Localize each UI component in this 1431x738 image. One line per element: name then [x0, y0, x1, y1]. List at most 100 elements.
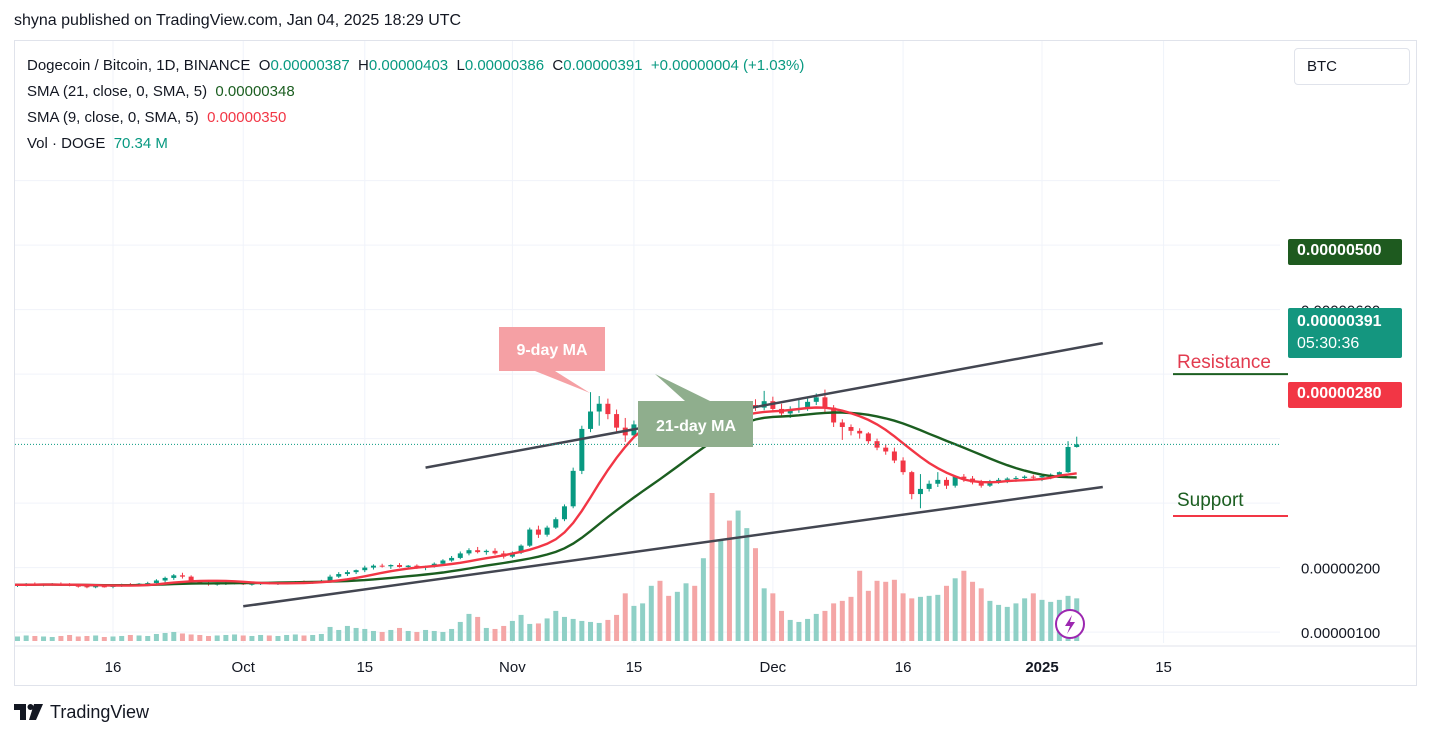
volume-bar: [657, 580, 663, 641]
volume-bar: [23, 635, 29, 641]
candle-body: [75, 585, 81, 587]
tradingview-logo-icon[interactable]: [14, 704, 44, 720]
volume-bar: [379, 631, 385, 641]
volume-bar: [110, 636, 116, 641]
candle-body: [961, 476, 967, 479]
candle-body: [1065, 446, 1071, 473]
y-tick-label: 0.00000100: [1301, 625, 1380, 642]
legend-sma21-label: SMA (21, close, 0, SMA, 5): [27, 83, 208, 100]
price-chart[interactable]: Resistance Support 9-day MA 21-day MA 0.000…: [15, 41, 1417, 686]
candle-body: [1030, 476, 1036, 478]
candle-body: [900, 460, 906, 473]
volume-bar: [839, 600, 845, 641]
volume-bar: [787, 619, 793, 641]
candle-body: [1022, 476, 1028, 478]
volume-bar: [961, 570, 967, 641]
candle-body: [926, 483, 932, 489]
volume-bar: [492, 628, 498, 641]
candle-body: [544, 527, 550, 535]
volume-bar: [596, 622, 602, 641]
legend-sma21[interactable]: SMA (21, close, 0, SMA, 5) 0.00000348: [27, 79, 804, 105]
volume-bar: [622, 593, 628, 641]
chart-frame[interactable]: Resistance Support 9-day MA 21-day MA 0.000…: [14, 40, 1417, 686]
volume-bar: [266, 635, 272, 641]
volume-bar: [857, 570, 863, 641]
volume-bar: [535, 623, 541, 641]
volume-bar: [970, 581, 976, 641]
legend-sma9[interactable]: SMA (9, close, 0, SMA, 5) 0.00000350: [27, 105, 804, 131]
footer-brand[interactable]: TradingView: [50, 701, 150, 722]
volume-bar: [553, 610, 559, 641]
legend-low: 0.00000386: [464, 57, 545, 74]
candle-body: [917, 488, 923, 495]
currency-button[interactable]: BTC: [1294, 48, 1410, 85]
ma21-callout-text: 21-day MA: [656, 418, 736, 435]
legend-sma9-label: SMA (9, close, 0, SMA, 5): [27, 109, 199, 126]
candle-body: [813, 397, 819, 402]
volume-bar: [318, 633, 324, 641]
legend-sma9-value: 0.00000350: [207, 109, 287, 126]
ma9-callout-text: 9-day MA: [516, 342, 588, 359]
candle-body: [614, 414, 620, 428]
volume-bar: [188, 634, 194, 641]
volume-bar: [865, 590, 871, 641]
volume-bar: [336, 629, 342, 641]
volume-bar: [275, 635, 281, 641]
volume-bar: [327, 626, 333, 641]
candle-body: [805, 401, 811, 409]
legend-volume[interactable]: Vol · DOGE 70.34 M: [27, 131, 804, 157]
volume-bar: [900, 593, 906, 641]
volume-bar: [891, 579, 897, 641]
volume-bar: [909, 598, 915, 641]
legend-open: 0.00000387: [270, 57, 350, 74]
x-tick-label: 16: [895, 659, 912, 676]
volume-bar: [640, 603, 646, 641]
volume-bar: [874, 580, 880, 641]
volume-bar: [249, 635, 255, 641]
legend-symbol[interactable]: Dogecoin / Bitcoin, 1D, BINANCE: [27, 57, 251, 74]
volume-bar: [822, 610, 828, 641]
volume-bar: [666, 595, 672, 641]
volume-bar: [978, 588, 984, 641]
volume-bar: [518, 614, 524, 641]
footer: TradingView: [14, 700, 149, 724]
volume-bar: [162, 632, 168, 641]
candle-body: [909, 472, 915, 495]
volume-bar: [58, 635, 64, 641]
bar-countdown: 05:30:36: [1297, 335, 1360, 352]
volume-bar: [15, 636, 20, 641]
volume-bar: [718, 540, 724, 641]
volume-bar: [935, 594, 941, 641]
legend-o-label: O: [258, 57, 271, 74]
candle-body: [162, 577, 168, 581]
volume-bar: [700, 558, 706, 641]
lightning-icon-bolt: [1065, 615, 1075, 634]
support-label: Support: [1177, 490, 1244, 511]
candle-body: [535, 529, 541, 535]
candle-body: [1004, 478, 1010, 480]
volume-bar: [127, 634, 133, 641]
volume-bar: [232, 634, 238, 641]
ma9-callout-box: [499, 327, 605, 393]
x-tick-label: Oct: [232, 659, 256, 676]
current-price-value: 0.00000391: [1297, 313, 1382, 330]
volume-bar: [709, 493, 715, 641]
candle-body: [596, 403, 602, 412]
volume-bar: [588, 621, 594, 641]
candle-body: [527, 529, 533, 546]
candle-body: [449, 557, 455, 561]
volume-bar: [735, 510, 741, 641]
annotations: Resistance Support 9-day MA 21-day MA: [499, 327, 1271, 639]
candle-body: [952, 476, 958, 486]
publish-header: shyna published on TradingView.com, Jan …: [14, 12, 462, 29]
candle-body: [483, 550, 489, 553]
volume-bar: [240, 635, 246, 641]
volume-bar: [483, 627, 489, 641]
volume-bar: [770, 593, 776, 641]
volume-bars: [15, 493, 1080, 641]
legend-vol-label: Vol · DOGE: [27, 135, 106, 152]
candle-body: [518, 545, 524, 553]
x-tick-label: 15: [626, 659, 643, 676]
candles: [15, 389, 1080, 589]
candle-body: [605, 403, 611, 415]
